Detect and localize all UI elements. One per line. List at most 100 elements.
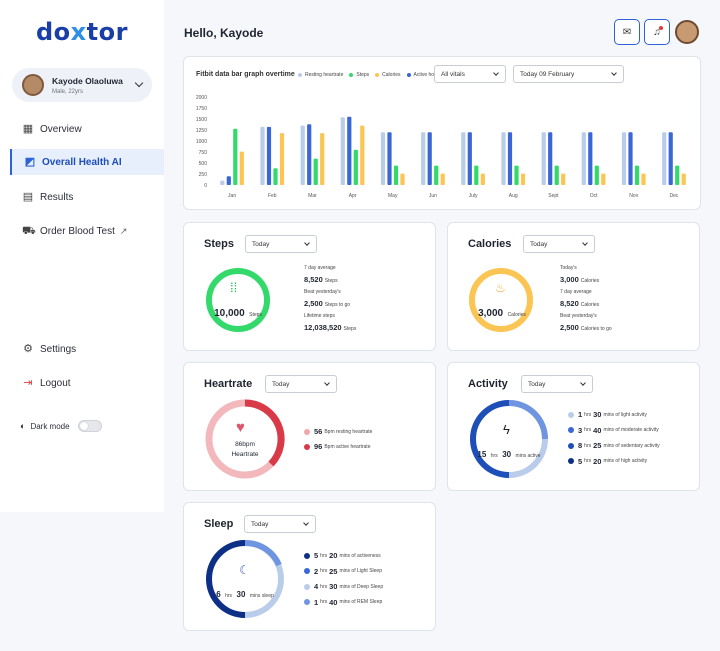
sleep-period-select[interactable]: Today <box>244 515 316 533</box>
bar-resting-heartrate <box>220 180 225 185</box>
x-tick-label: July <box>469 193 478 199</box>
legend-hours: 1 <box>314 597 319 607</box>
sidebar-item-results[interactable]: ▤ Results <box>10 184 164 210</box>
legend-item: Resting heartrate <box>298 72 343 78</box>
legend-value: 96 <box>314 442 323 451</box>
legend-dot <box>406 73 411 77</box>
legend-hours-unit: hrs <box>584 427 592 433</box>
date-filter-select[interactable]: Today 09 February <box>513 65 624 83</box>
x-tick-label: May <box>388 193 398 199</box>
bar-active-hours <box>387 132 392 185</box>
toggle-knob <box>79 422 88 430</box>
y-tick-label: 500 <box>199 161 208 167</box>
steps-unit: Steps <box>249 312 262 318</box>
stat-label: 7 day average <box>304 265 336 271</box>
sidebar-item-order-blood-test[interactable]: ⛟ Order Blood Test ↗ <box>10 218 164 244</box>
activity-center: 15 hrs 30 mins active <box>476 444 542 462</box>
legend-text: mins of moderate activity <box>603 427 659 433</box>
calories-card: Calories Today ♨ 3,000 Calories Today's … <box>447 222 700 351</box>
sidebar-item-logout[interactable]: ⇥ Logout <box>10 370 164 396</box>
x-tick-label: Dec <box>669 193 678 199</box>
x-tick-label: Oct <box>590 193 598 199</box>
stat-number: 12,038,520 <box>304 323 342 332</box>
bar-active-hours <box>588 132 593 185</box>
legend-minutes: 40 <box>329 597 338 607</box>
stat-unit: Calories <box>580 278 600 284</box>
bar-calories <box>400 173 405 185</box>
sidebar-item-label: Logout <box>40 377 71 389</box>
legend-hours-unit: hrs <box>584 458 592 464</box>
bar-resting-heartrate <box>501 132 506 185</box>
bar-calories <box>480 173 485 185</box>
sidebar-item-settings[interactable]: ⚙ Settings <box>10 336 164 362</box>
user-avatar[interactable] <box>675 20 699 44</box>
dark-mode-toggle[interactable] <box>77 420 102 432</box>
activity-card: Activity Today ϟ 15 hrs 30 mins active 1… <box>447 362 700 491</box>
legend-dot <box>568 411 574 418</box>
sleep-minutes: 30 <box>236 590 246 599</box>
legend-item: 2 hrs 25 mins of Light Sleep <box>304 567 384 576</box>
legend-minutes: 25 <box>593 441 602 450</box>
dark-mode-label: Dark mode <box>30 421 70 431</box>
y-tick-label: 1750 <box>196 106 207 112</box>
legend-dot <box>568 458 574 464</box>
legend-dot <box>304 599 310 605</box>
profile-switcher[interactable]: Kayode Olaoluwa Male, 22yrs <box>12 68 152 102</box>
y-tick-label: 0 <box>204 183 207 189</box>
bar-steps <box>233 128 238 185</box>
sidebar-item-label: Overall Health AI <box>42 156 122 168</box>
card-title: Steps <box>204 238 234 250</box>
bar-resting-heartrate <box>260 126 265 185</box>
x-tick-label: Apr <box>349 193 357 199</box>
legend-hours: 8 <box>578 441 583 450</box>
legend-dot <box>304 428 310 435</box>
select-value: Today <box>272 380 290 388</box>
notification-button[interactable]: ♫ <box>644 19 670 45</box>
legend-hours-unit: hrs <box>320 599 328 605</box>
legend-dot <box>568 442 574 449</box>
select-value: Today <box>530 240 548 248</box>
bar-active-hours <box>628 132 633 185</box>
chevron-down-icon[interactable] <box>134 78 144 88</box>
sidebar-item-label: Overview <box>40 123 82 135</box>
vitals-filter-select[interactable]: All vitals <box>434 65 506 83</box>
calories-period-select[interactable]: Today <box>523 235 595 253</box>
card-title: Activity <box>468 378 508 390</box>
bar-active-hours <box>507 132 513 185</box>
stat-number: 2,500 <box>560 323 579 332</box>
steps-ring <box>206 268 270 332</box>
legend-text: mins of sedentary activity <box>603 442 660 449</box>
legend-dot <box>298 73 302 77</box>
legend-hours: 2 <box>314 566 319 576</box>
activity-minutes: 30 <box>502 450 512 459</box>
legend-label: Steps <box>356 72 370 78</box>
legend-minutes: 20 <box>593 456 602 466</box>
activity-period-select[interactable]: Today <box>521 375 593 393</box>
notification-dot <box>659 26 663 30</box>
sidebar-item-overview[interactable]: ▦ Overview <box>10 116 164 142</box>
bar-calories <box>440 173 445 185</box>
stat-value: 2,500 Calories to go <box>560 323 612 332</box>
bar-resting-heartrate <box>621 132 627 185</box>
steps-card: Steps Today ⁞⁞ 10,000 Steps 7 day averag… <box>183 222 436 351</box>
legend-dot <box>304 568 310 574</box>
bar-resting-heartrate <box>662 132 667 185</box>
page-title: Hello, Kayode <box>184 26 264 40</box>
sidebar-item-health-ai[interactable]: ◩ Overall Health AI <box>10 149 164 175</box>
x-tick-label: Aug <box>509 193 518 199</box>
steps-period-select[interactable]: Today <box>245 235 317 253</box>
legend-hours-unit: hrs <box>584 442 592 449</box>
footsteps-icon: ⁞⁞ <box>230 280 238 295</box>
select-value: Today <box>528 380 546 388</box>
stat-number: 8,520 <box>304 275 323 284</box>
legend-dot <box>304 583 310 590</box>
sleep-ring <box>205 539 284 618</box>
legend-hours-unit: hrs <box>320 552 328 559</box>
x-tick-label: Jan <box>228 193 236 199</box>
legend-text: mins of activeness <box>339 552 381 559</box>
legend-item: 4 hrs 30 mins of Deep Sleep <box>304 582 385 591</box>
bar-calories <box>320 133 325 185</box>
heartrate-period-select[interactable]: Today <box>265 375 337 393</box>
calories-ring-arc <box>469 268 533 332</box>
mail-button[interactable]: ✉ <box>614 19 640 45</box>
